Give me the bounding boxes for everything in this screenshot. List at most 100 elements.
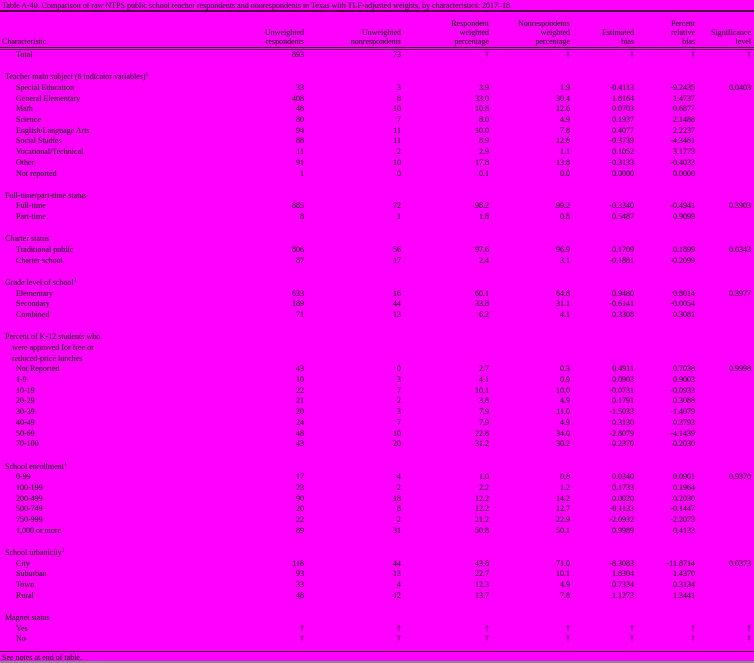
table-row: 500-749 20 8 12.2 12.7 -0.1133 -0.1447	[0, 504, 754, 515]
table-row: Yes † † † † † † †	[0, 624, 754, 635]
cell-value: 893	[292, 50, 304, 59]
cell-value: -0.0933	[670, 385, 695, 395]
cell-value: 0.1733	[612, 482, 634, 492]
cell-value: †	[485, 623, 489, 633]
cell-value: 4.9	[560, 396, 570, 406]
table-row: Math 48 10 10.8 12.6 0.0703 0.6877	[0, 104, 754, 115]
cell-value: 7.9	[479, 417, 489, 427]
table-row: No † † † † † † †	[0, 634, 754, 645]
cell-value	[698, 526, 754, 537]
cell-value: 0.0901	[673, 472, 695, 482]
footnote-marker: 1	[61, 547, 65, 554]
column-header-line: respondents	[265, 37, 304, 46]
spacer-row	[0, 536, 754, 548]
cell-value: 12	[393, 590, 401, 600]
cell-value: 12.8	[556, 136, 570, 146]
cell-value: 1.8	[479, 212, 489, 222]
cell-value: -0.6141	[609, 299, 634, 309]
cell-value: -0.4113	[609, 82, 634, 92]
cell-value: 71	[296, 310, 304, 320]
cell-value: †	[691, 623, 695, 633]
cell-value: 4.9	[560, 417, 570, 427]
row-label: 20-29	[16, 396, 35, 406]
row-label: Town	[16, 580, 35, 590]
cell-value	[698, 504, 754, 515]
cell-value: 0.3793	[673, 417, 695, 427]
section-header-line: School urbanicity1	[5, 547, 65, 557]
cell-value: 0.0343	[729, 245, 751, 255]
cell-value: 0.3130	[612, 417, 634, 427]
row-label: 70-100	[16, 439, 39, 449]
cell-value: 33	[296, 580, 304, 590]
spacer-row	[0, 223, 754, 235]
cell-value: 17	[393, 255, 401, 265]
cell-value	[698, 256, 754, 267]
cell-value: -0.0054	[670, 299, 695, 309]
cell-value: 17.8	[475, 157, 489, 167]
cell-value: 12.7	[556, 504, 570, 514]
section-row: Grade level of school1	[0, 278, 754, 289]
cell-value: -0.0731	[609, 385, 634, 395]
table-row: Suburban 93 13 22.7 10.1 1.8304 1.4370	[0, 569, 754, 580]
row-label: Math	[16, 104, 33, 114]
cell-value: 2	[397, 482, 401, 492]
cell-value: 89	[296, 525, 304, 535]
section-row: School enrollment1	[0, 462, 754, 473]
section-header-line: Magnet status	[5, 612, 50, 622]
cell-value: 11	[393, 136, 401, 146]
cell-value: 44	[393, 299, 401, 309]
cell-value: 4	[397, 472, 401, 482]
column-header-line: bias	[682, 37, 695, 46]
cell-value: 10.0	[475, 125, 489, 135]
cell-value: 4	[397, 580, 401, 590]
cell-value: 56	[393, 245, 401, 255]
spacer-cell	[0, 223, 754, 235]
cell-value: 1.3441	[673, 590, 695, 600]
cell-value: 10.8	[475, 104, 489, 114]
cell-value: -4.1439	[670, 428, 695, 438]
column-header-line: weighted	[540, 28, 570, 37]
cell-value: 10.0	[556, 385, 570, 395]
table-row: Secondary 189 44 33.8 31.1 -0.6141 -0.0054	[0, 299, 754, 310]
column-header-line: relative	[671, 28, 695, 37]
cell-value: -9.2435	[670, 82, 695, 92]
header-row: Characteristic Unweighted respondents Unwei…	[0, 13, 754, 50]
cell-value: -0.1881	[609, 255, 634, 265]
cell-value: 0.9998	[729, 364, 751, 374]
cell-value: †	[630, 50, 634, 59]
section-row: Teacher main subject (8 indicator variab…	[0, 72, 754, 83]
cell-value: 408	[292, 93, 304, 103]
cell-value: 3	[397, 375, 401, 385]
cell-value: †	[300, 623, 304, 633]
table-row: 50-69 48 10 22.8 34.0 -2.8079 -4.1439	[0, 429, 754, 440]
cell-value: 0	[397, 364, 401, 374]
cell-value: -1.4079	[670, 407, 695, 417]
cell-value	[698, 494, 754, 505]
cell-value: 0.0340	[612, 472, 634, 482]
row-label: 200-499	[16, 493, 43, 503]
cell-value	[698, 375, 754, 386]
cell-value: 3.1773	[673, 147, 695, 157]
cell-value: 10	[393, 104, 401, 114]
cell-value: 0.8	[560, 472, 570, 482]
cell-value: 64.8	[556, 288, 570, 298]
cell-value: 18	[393, 493, 401, 503]
cell-value	[698, 580, 754, 591]
table-row: Charter school 87 17 2.4 3.1 -0.1881 -0.2099	[0, 256, 754, 267]
table-row: Traditional public 806 56 97.6 96.9 0.1709 0.1…	[0, 245, 754, 256]
cell-value: 93	[296, 569, 304, 579]
column-header: Unweighted nonrespondents	[307, 13, 404, 50]
cell-value: 21.2	[475, 515, 489, 525]
cell-value: 91	[296, 157, 304, 167]
cell-value: 13.7	[475, 590, 489, 600]
footnote-marker: 1	[145, 72, 149, 78]
cell-value: 48	[296, 104, 304, 114]
column-header: Significance level	[698, 13, 754, 50]
cell-value: 2.7	[479, 364, 489, 374]
cell-value	[698, 310, 754, 321]
cell-value: 0.0020	[612, 493, 634, 503]
cell-value: 12.3	[475, 580, 489, 590]
section-header: Full-time/part-time status	[0, 191, 754, 202]
cell-value: 2.2	[479, 482, 489, 492]
cell-value	[698, 94, 754, 105]
